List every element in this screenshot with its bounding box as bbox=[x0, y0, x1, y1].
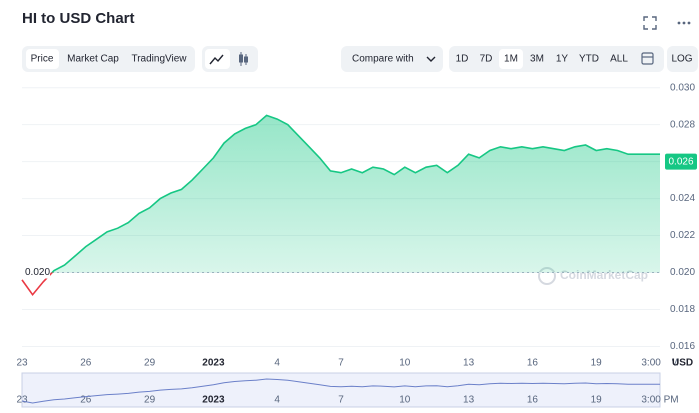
x-tick-label: 23 bbox=[16, 358, 28, 369]
baseline-label: 0.020 bbox=[25, 267, 50, 278]
tab-active bbox=[26, 49, 59, 69]
navigator-label: 29 bbox=[144, 395, 156, 406]
y-tick-label: 0.024 bbox=[670, 193, 695, 204]
x-tick-label: 2023 bbox=[202, 358, 225, 369]
calendar-icon[interactable] bbox=[641, 52, 654, 65]
price-area bbox=[52, 115, 660, 273]
tab[interactable]: Market Cap bbox=[67, 54, 119, 65]
tab[interactable]: TradingView bbox=[131, 54, 187, 65]
range-button[interactable]: YTD bbox=[579, 54, 599, 65]
log-label: LOG bbox=[671, 54, 692, 65]
chart-title: HI to USD Chart bbox=[22, 10, 135, 27]
current-price-box bbox=[665, 153, 697, 170]
x-tick-label: 29 bbox=[144, 358, 156, 369]
range-active bbox=[499, 49, 523, 69]
range-button[interactable]: ALL bbox=[610, 54, 628, 65]
x-tick-label: 10 bbox=[399, 358, 411, 369]
range-button[interactable]: 7D bbox=[480, 54, 493, 65]
y-tick-label: 0.016 bbox=[670, 341, 695, 352]
current-price-label: 0.026 bbox=[668, 156, 693, 167]
baseline-label-bg bbox=[22, 265, 50, 279]
navigator-label: 10 bbox=[399, 395, 411, 406]
navigator-label: 16 bbox=[527, 395, 539, 406]
navigator-label: 7 bbox=[338, 395, 344, 406]
navigator[interactable] bbox=[21, 372, 661, 408]
compare-dropdown[interactable] bbox=[341, 46, 443, 72]
x-tick-label: 19 bbox=[591, 358, 603, 369]
navigator-label: 19 bbox=[591, 395, 603, 406]
x-tick-label: 3:00 PM bbox=[641, 358, 678, 369]
x-tick-label: 7 bbox=[338, 358, 344, 369]
range-button[interactable]: 1D bbox=[456, 54, 469, 65]
range-button[interactable]: 1M bbox=[504, 54, 518, 65]
navigator-label: 13 bbox=[463, 395, 475, 406]
x-tick-label: 4 bbox=[274, 358, 280, 369]
navigator-label: 26 bbox=[80, 395, 92, 406]
navigator-label: 23 bbox=[16, 395, 28, 406]
y-tick-label: 0.028 bbox=[670, 119, 695, 130]
line-icon bbox=[209, 54, 224, 65]
log-button[interactable] bbox=[667, 46, 698, 72]
candle-icon[interactable] bbox=[239, 52, 248, 66]
navigator-label: 3:00 PM bbox=[641, 395, 678, 406]
x-tick-label: 13 bbox=[463, 358, 475, 369]
more-icon[interactable] bbox=[677, 21, 691, 25]
y-tick-label: 0.018 bbox=[670, 304, 695, 315]
y-tick-label: 0.022 bbox=[670, 230, 695, 241]
navigator-label: 2023 bbox=[202, 395, 225, 406]
range-button[interactable]: 3M bbox=[530, 54, 544, 65]
x-tick-label: 26 bbox=[80, 358, 92, 369]
range-button[interactable]: 1Y bbox=[556, 54, 569, 65]
line-type[interactable] bbox=[205, 49, 230, 69]
compare-label: Compare with bbox=[352, 54, 414, 65]
navigator-label: 4 bbox=[274, 395, 280, 406]
y-unit: USD bbox=[672, 358, 693, 369]
y-tick-label: 0.030 bbox=[670, 82, 695, 93]
axis-cover bbox=[662, 355, 672, 369]
x-tick-label: 16 bbox=[527, 358, 539, 369]
navigator-line bbox=[21, 378, 660, 404]
price-line bbox=[51, 114, 660, 273]
tab[interactable]: Price bbox=[31, 54, 54, 65]
tab-group bbox=[22, 46, 195, 72]
expand-icon[interactable] bbox=[643, 16, 657, 30]
chevron bbox=[426, 56, 436, 62]
y-tick-label: 0.020 bbox=[670, 267, 695, 278]
